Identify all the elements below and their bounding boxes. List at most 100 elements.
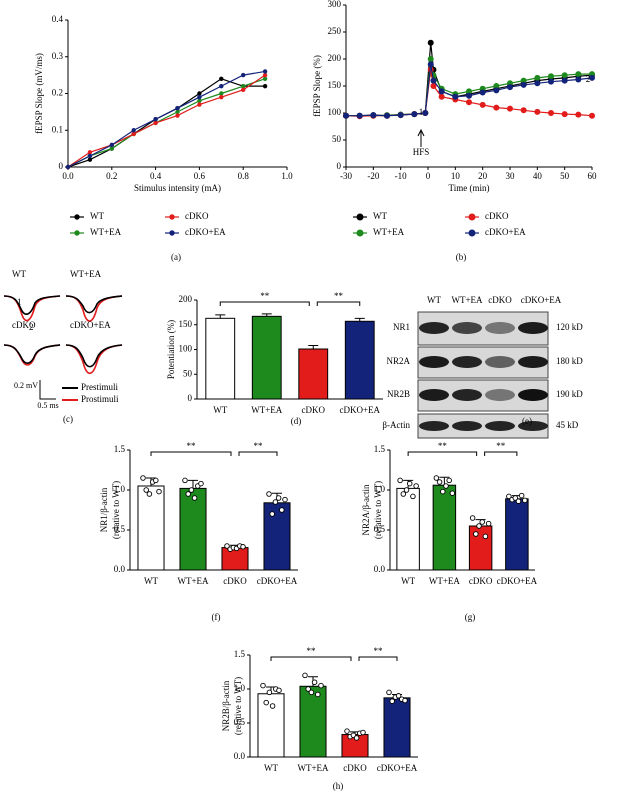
x-tick-label: cDKO: [223, 576, 247, 586]
data-point: [512, 495, 519, 501]
marker: [534, 108, 541, 115]
marker: [219, 94, 224, 100]
marker: [427, 56, 434, 62]
data-point: [224, 543, 230, 549]
x-tick-label: cDKO: [302, 405, 326, 415]
x-tick-label: 30: [506, 171, 516, 181]
traces: [3, 295, 123, 400]
marker: [422, 110, 429, 116]
marker: [430, 83, 437, 89]
marker: [534, 80, 541, 87]
significance-label: **: [254, 441, 264, 451]
data-point: [410, 493, 416, 500]
significance-label: **: [438, 441, 448, 451]
annotation: 1: [419, 107, 424, 117]
marker: [241, 72, 246, 78]
data-point: [240, 544, 246, 550]
lane-label: WT: [427, 295, 441, 305]
marker: [219, 83, 224, 89]
marker: [479, 89, 486, 96]
bar: [299, 685, 327, 758]
marker: [109, 146, 115, 151]
marker: [262, 72, 268, 78]
legend-label: cDKO: [485, 211, 509, 221]
trace-label: cDKO+EA: [70, 320, 111, 330]
y-tick-label: 1.0: [114, 484, 126, 494]
marker: [219, 91, 224, 96]
marker: [197, 102, 202, 107]
marker: [493, 83, 500, 89]
data-point: [436, 479, 443, 485]
bar: [257, 693, 285, 758]
data-point: [413, 483, 419, 489]
y-tick-label: 0.0: [374, 564, 386, 574]
data-point: [260, 682, 266, 689]
legend-marker: [356, 213, 364, 221]
bar: [344, 320, 375, 400]
data-point: [403, 487, 410, 493]
x-tick-label: cDKO+EA: [497, 576, 538, 586]
y-tick-label: 0: [188, 393, 193, 403]
scale-label: 0.2 mV: [14, 381, 38, 390]
data-point: [449, 490, 456, 496]
data-point: [433, 475, 440, 481]
legend-label: WT+EA: [373, 227, 405, 237]
bar: [221, 547, 249, 571]
data-point: [318, 682, 324, 689]
legend-marker: [356, 229, 364, 237]
band: [485, 421, 515, 431]
y-axis-label: NR2B/β-actin: [221, 680, 231, 731]
y-axis-label: (relative to WT): [111, 481, 121, 539]
band: [485, 389, 515, 401]
trace-label: cDKO: [12, 320, 36, 330]
marker: [575, 76, 582, 83]
legend-marker: [74, 214, 80, 220]
x-tick-label: WT: [144, 576, 158, 586]
series-line: [346, 58, 592, 117]
marker: [589, 112, 595, 119]
data-point: [344, 728, 350, 734]
data-point: [269, 511, 275, 517]
x-tick-label: 0: [426, 171, 431, 181]
marker: [493, 87, 500, 94]
data-point: [473, 531, 479, 537]
y-tick-label: 0.0: [234, 751, 246, 761]
panel-label: (c): [63, 414, 73, 424]
y-tick-label: 0.1: [52, 124, 63, 134]
significance-label: **: [374, 646, 384, 656]
marker: [384, 112, 390, 119]
x-tick-label: WT+EA: [177, 576, 209, 586]
y-axis-label: NR2A/β-actin: [361, 484, 371, 536]
data-point: [282, 496, 288, 503]
peak-label: 1: [17, 297, 22, 307]
x-tick-label: 60: [588, 171, 598, 181]
series-line: [67, 70, 266, 168]
bar: [298, 348, 329, 400]
marker: [466, 88, 472, 95]
marker: [153, 117, 158, 122]
lane-label: WT+EA: [451, 295, 483, 305]
x-tick-label: -10: [395, 171, 407, 181]
x-tick-label: 0.4: [150, 171, 162, 181]
significance-bracket: [484, 451, 518, 456]
series-line: [67, 74, 266, 168]
row-label: NR2A: [386, 356, 410, 366]
significance-bracket: [150, 451, 232, 456]
significance-bracket: [219, 301, 310, 306]
legend-label: Prestimuli: [81, 382, 119, 392]
size-label: 180 kD: [556, 356, 583, 366]
panel-label: (d): [291, 416, 302, 426]
marker: [197, 91, 202, 96]
legend-marker: [169, 214, 175, 220]
y-tick-label: 250: [328, 26, 342, 36]
marker: [131, 128, 136, 133]
band: [419, 421, 449, 431]
marker: [109, 142, 115, 148]
size-label: 190 kD: [556, 389, 583, 399]
significance-label: **: [496, 441, 506, 451]
legend-label: Prostimuli: [81, 394, 119, 404]
legend-label: cDKO: [185, 211, 209, 221]
bar: [205, 317, 236, 400]
legend-marker: [74, 230, 80, 236]
x-tick-label: WT: [401, 576, 415, 586]
